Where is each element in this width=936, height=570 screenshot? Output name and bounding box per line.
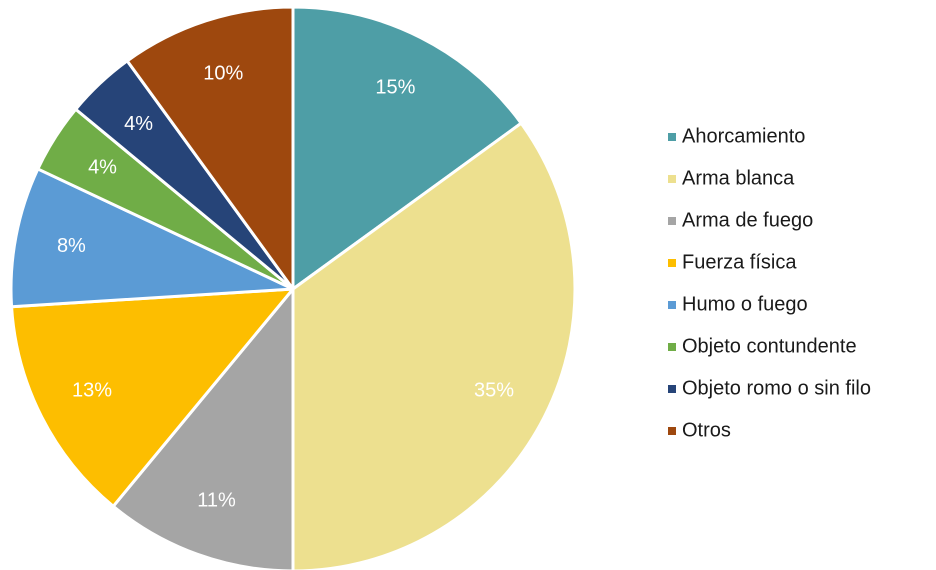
legend-label: Arma blanca <box>682 167 795 189</box>
legend-swatch <box>668 343 676 351</box>
pie-slice <box>111 287 295 570</box>
slice-label: 11% <box>197 490 236 512</box>
legend-label: Ahorcamiento <box>682 125 805 147</box>
slice-label: 4% <box>88 156 117 178</box>
legend-label: Objeto romo o sin filo <box>682 377 871 399</box>
legend-label: Otros <box>682 419 731 441</box>
legend-label: Objeto contundente <box>682 335 857 357</box>
slice-label: 10% <box>203 63 243 85</box>
slice-label: 4% <box>124 113 153 135</box>
pie-slice <box>291 121 577 570</box>
legend-label: Arma de fuego <box>682 209 813 231</box>
slice-label: 8% <box>57 235 86 257</box>
slice-label: 35% <box>474 380 514 402</box>
legend-swatch <box>668 175 676 183</box>
slice-label: 15% <box>375 76 415 98</box>
pie-slice <box>125 5 295 291</box>
legend-swatch <box>668 259 676 267</box>
legend-swatch <box>668 133 676 141</box>
legend-swatch <box>668 385 676 393</box>
legend-swatch <box>668 217 676 225</box>
legend-swatch <box>668 301 676 309</box>
pie-slice <box>291 5 523 291</box>
legend-label: Humo o fuego <box>682 293 808 315</box>
slice-label: 13% <box>72 380 112 402</box>
pie-slice <box>10 287 295 508</box>
legend-swatch <box>668 427 676 435</box>
legend-label: Fuerza física <box>682 251 797 273</box>
pie-slice <box>9 167 295 309</box>
